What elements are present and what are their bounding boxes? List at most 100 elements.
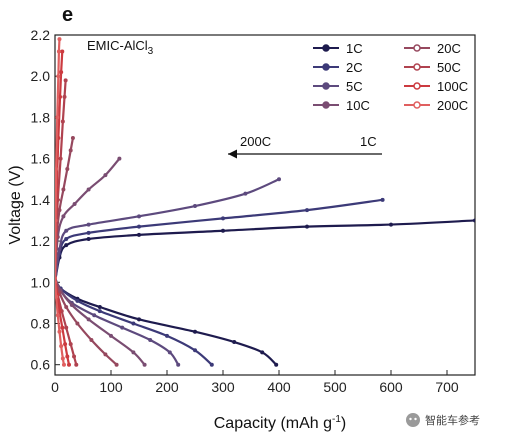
data-point — [221, 216, 225, 221]
data-point — [193, 204, 197, 209]
electrolyte-subscript: 3 — [148, 46, 154, 57]
data-point — [274, 362, 279, 367]
wechat-icon-eye-left — [409, 417, 412, 421]
data-point — [103, 352, 108, 357]
data-point — [380, 197, 385, 202]
legend-label: 100C — [437, 79, 468, 94]
data-point — [55, 166, 59, 171]
data-point — [114, 362, 119, 367]
watermark: 智能车参考 — [406, 413, 480, 427]
data-point — [60, 49, 65, 54]
series-layer — [55, 37, 475, 367]
data-point — [74, 362, 79, 367]
legend: 1C 2C 5C 10C 20C 50C 100C 200C — [313, 41, 468, 113]
data-point — [176, 362, 181, 367]
data-point — [57, 208, 62, 213]
legend-marker — [322, 82, 330, 90]
y-tick-label: 2.2 — [31, 27, 51, 43]
data-point — [57, 329, 62, 334]
data-point — [60, 325, 65, 330]
y-tick-label: 2.0 — [31, 68, 51, 84]
x-tick-label: 0 — [51, 379, 59, 395]
x-axis-label: Capacity (mAh g-1) — [214, 414, 347, 432]
data-point — [148, 337, 153, 342]
x-tick-label: 600 — [379, 379, 403, 395]
data-point — [75, 298, 80, 303]
series-10C — [55, 156, 147, 367]
data-point — [72, 354, 77, 359]
x-tick-label: 200 — [155, 379, 179, 395]
data-point — [68, 342, 73, 347]
data-point — [55, 218, 58, 223]
charge-curve-2C — [55, 198, 383, 283]
discharge-curve-10C — [55, 277, 146, 366]
data-point — [75, 321, 80, 326]
legend-marker — [322, 101, 330, 109]
data-point — [64, 305, 69, 309]
data-point — [193, 329, 197, 334]
data-point — [59, 70, 64, 75]
x-axis-label-text: Capacity (mAh g — [214, 415, 332, 432]
electrolyte-label-text: EMIC-AlCl — [87, 38, 148, 53]
data-point — [473, 218, 475, 223]
y-tick-label: 1.6 — [31, 151, 51, 167]
data-point — [165, 333, 169, 338]
annotation-left-label: 200C — [240, 134, 271, 149]
x-axis-label-superscript: -1 — [332, 414, 341, 425]
data-point — [89, 337, 94, 342]
legend-label: 10C — [346, 98, 370, 113]
x-tick-label: 100 — [99, 379, 123, 395]
y-tick-label: 1.8 — [31, 109, 51, 125]
data-point — [55, 294, 59, 299]
legend-marker — [322, 44, 330, 52]
discharge-curve-1C — [55, 277, 277, 366]
data-point — [305, 208, 309, 213]
data-point — [58, 94, 63, 99]
data-point — [60, 119, 65, 124]
data-point — [67, 362, 71, 367]
series-200C — [55, 37, 66, 367]
data-point — [57, 37, 62, 42]
data-point — [167, 350, 172, 355]
data-point — [109, 333, 113, 338]
charge-curve-5C — [55, 178, 280, 283]
data-point — [137, 214, 141, 219]
legend-marker — [413, 82, 421, 90]
data-point — [137, 317, 141, 322]
data-point — [64, 243, 69, 248]
data-point — [232, 340, 237, 345]
legend-marker — [413, 44, 421, 52]
data-point — [193, 348, 197, 353]
series-1C — [55, 218, 475, 367]
data-point — [86, 187, 91, 192]
data-point — [56, 74, 61, 79]
data-point — [64, 237, 69, 241]
x-axis-label-suffix: ) — [341, 415, 346, 432]
charge-curve-1C — [55, 219, 475, 283]
data-point — [277, 177, 281, 182]
rate-annotation: 200C 1C — [228, 134, 382, 159]
data-point — [305, 224, 309, 229]
data-point — [131, 350, 136, 355]
data-point — [65, 354, 70, 359]
x-tick-label: 300 — [211, 379, 235, 395]
data-point — [117, 156, 122, 161]
y-axis-label: Voltage (V) — [7, 165, 24, 244]
y-tick-label: 1.2 — [31, 233, 51, 249]
panel-label: e — [62, 4, 73, 26]
legend-label: 50C — [437, 60, 461, 75]
data-point — [55, 115, 60, 120]
legend-label: 1C — [346, 41, 363, 56]
data-point — [62, 94, 67, 99]
data-point — [63, 78, 68, 83]
data-point — [86, 230, 91, 235]
data-point — [120, 325, 125, 330]
data-point — [221, 228, 225, 233]
wechat-icon — [406, 413, 420, 427]
data-point — [97, 305, 102, 309]
legend-marker — [413, 101, 421, 109]
data-point — [57, 247, 62, 252]
data-point — [72, 201, 77, 206]
data-point — [209, 362, 214, 367]
